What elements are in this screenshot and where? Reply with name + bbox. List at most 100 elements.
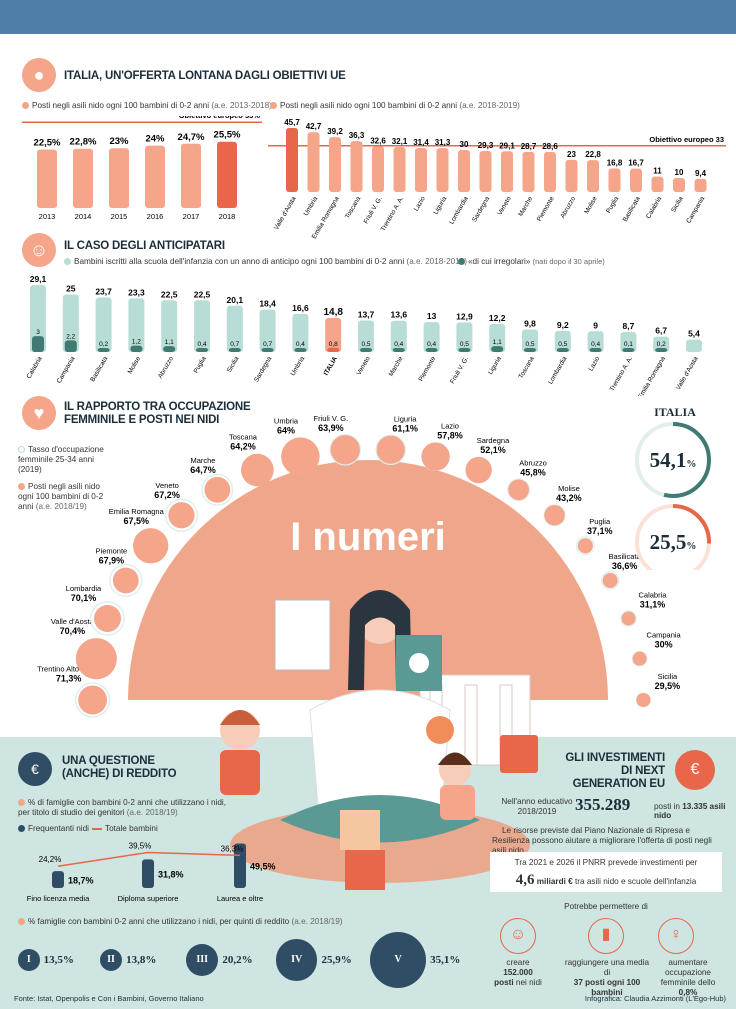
bar xyxy=(565,159,578,192)
bar-irregolari xyxy=(425,348,438,352)
bar-irregolari xyxy=(32,336,44,352)
data-label: 9 xyxy=(593,320,598,330)
tick-label: 2016 xyxy=(147,212,164,221)
data-label: 11 xyxy=(653,167,662,176)
tick-label: Veneto xyxy=(497,195,513,216)
posti-value: 355.289 xyxy=(575,795,631,814)
region-value: 45,8% xyxy=(520,467,546,477)
data-label: 28,6 xyxy=(542,142,558,151)
region-name: Valle d'Aosta xyxy=(51,617,95,626)
data-label: 9,2 xyxy=(557,320,569,330)
region-name: Sardegna xyxy=(477,436,510,445)
bar-irregolari xyxy=(228,348,241,352)
data-label: 29,1 xyxy=(499,141,515,150)
bar-irregolari xyxy=(524,348,536,352)
data-label: 29,1 xyxy=(30,274,47,284)
bar xyxy=(694,178,707,192)
region-value: 36,6% xyxy=(612,561,638,571)
data-label: 31,4 xyxy=(413,138,429,147)
tick-label: Liguria xyxy=(432,195,448,216)
big-semicircle xyxy=(128,460,608,700)
quintile-circle: IV xyxy=(276,939,318,981)
section2-title: IL CASO DEGLI ANTICIPATARI xyxy=(64,240,225,252)
region-value: 31,1% xyxy=(640,599,666,609)
data-label: 31,8% xyxy=(158,870,184,880)
woman-icon: ♀ xyxy=(658,918,694,954)
data-label: 6,7 xyxy=(655,326,667,336)
bar xyxy=(436,148,449,192)
region-value: 67,2% xyxy=(154,490,180,500)
data-label: 25,5% xyxy=(214,130,241,141)
bar-irregolari xyxy=(491,346,504,352)
tick-label: Abruzzo xyxy=(157,355,175,379)
posti-circle xyxy=(75,638,117,680)
header-bar xyxy=(0,0,736,34)
data-label: 9,4 xyxy=(695,169,707,178)
source-footer: Fonte: Istat, Openpolis e Con i Bambini,… xyxy=(14,994,204,1003)
bar-irregolari xyxy=(458,348,471,352)
bar xyxy=(325,317,342,352)
region-name: Piemonte xyxy=(96,547,128,556)
italia-occ-value: 54,1% xyxy=(649,448,697,472)
posti-circle xyxy=(632,651,647,666)
posti-circle xyxy=(508,479,529,501)
quintile-value: 20,2% xyxy=(222,954,253,966)
tick-label: Abruzzo xyxy=(559,195,577,219)
data-label: 14,8 xyxy=(323,307,343,318)
data-label-irregolari: 0,2 xyxy=(657,341,666,348)
bar xyxy=(456,322,473,352)
region-name: Calabria xyxy=(639,590,668,599)
tick-label: Laurea e oltre xyxy=(217,894,263,903)
bar xyxy=(226,305,243,352)
legend-occupazione: Tasso d'occupazione femminile 25-34 anni… xyxy=(18,445,104,474)
tick-label: Valle d'Aosta xyxy=(675,355,700,391)
quintile-circle: I xyxy=(18,949,40,971)
bar xyxy=(522,329,538,352)
tick-label: Umbria xyxy=(290,355,307,377)
region-name: Emilia Romagna xyxy=(109,507,165,516)
region-name: Sicilia xyxy=(658,672,678,681)
data-label-irregolari: 0,5 xyxy=(361,341,370,348)
data-label: 24,7% xyxy=(178,132,205,143)
tick-label: Emilia Romagna xyxy=(637,355,667,396)
data-label-irregolari: 1,2 xyxy=(132,339,141,346)
data-label-line: 39,5% xyxy=(129,841,152,850)
region-name: Basilicata xyxy=(609,552,642,561)
legend-posti: Posti negli asili nido ogni 100 bambini … xyxy=(18,482,104,511)
data-label-irregolari: 0,2 xyxy=(99,341,108,348)
bar xyxy=(73,148,93,208)
bar-irregolari xyxy=(196,348,208,352)
data-label: 31,3 xyxy=(435,138,451,147)
tick-label: Puglia xyxy=(193,355,208,374)
bar xyxy=(630,168,642,192)
data-label-irregolari: 0,4 xyxy=(296,341,305,348)
posti-circle xyxy=(204,476,231,503)
region-value: 30% xyxy=(655,640,673,650)
bar xyxy=(458,150,470,192)
data-label: 32,6 xyxy=(370,136,386,145)
tick-label: Valle d'Aosta xyxy=(273,195,298,231)
tick-label: Trentino A. A. xyxy=(380,195,406,232)
bar xyxy=(292,313,309,352)
line-series xyxy=(57,851,241,867)
bar-irregolari xyxy=(294,348,307,352)
data-label: 16,7 xyxy=(628,159,644,168)
data-label: 8,7 xyxy=(622,321,634,331)
region-value: 37,1% xyxy=(587,526,613,536)
data-label: 24% xyxy=(145,134,165,145)
tick-label: Calabria xyxy=(645,195,663,220)
posti-text: posti in 13.335 asili nido xyxy=(654,802,726,820)
region-value: 67,5% xyxy=(124,516,150,526)
bar xyxy=(259,309,276,352)
region-value: 67,9% xyxy=(99,556,125,566)
bar xyxy=(307,132,320,192)
bar xyxy=(620,331,637,352)
data-label-line: 36,3% xyxy=(221,844,244,853)
tick-label: Toscana xyxy=(344,195,362,220)
posti-circle xyxy=(133,528,169,564)
data-label: 23,3 xyxy=(128,287,145,297)
section1-right-note: Posti negli asili nido ogni 100 bambini … xyxy=(270,101,520,110)
effect1: creare 152.000 posti nei nidi xyxy=(494,958,542,987)
data-label-irregolari: 0,5 xyxy=(558,341,567,348)
data-label: 22,5 xyxy=(194,289,211,299)
